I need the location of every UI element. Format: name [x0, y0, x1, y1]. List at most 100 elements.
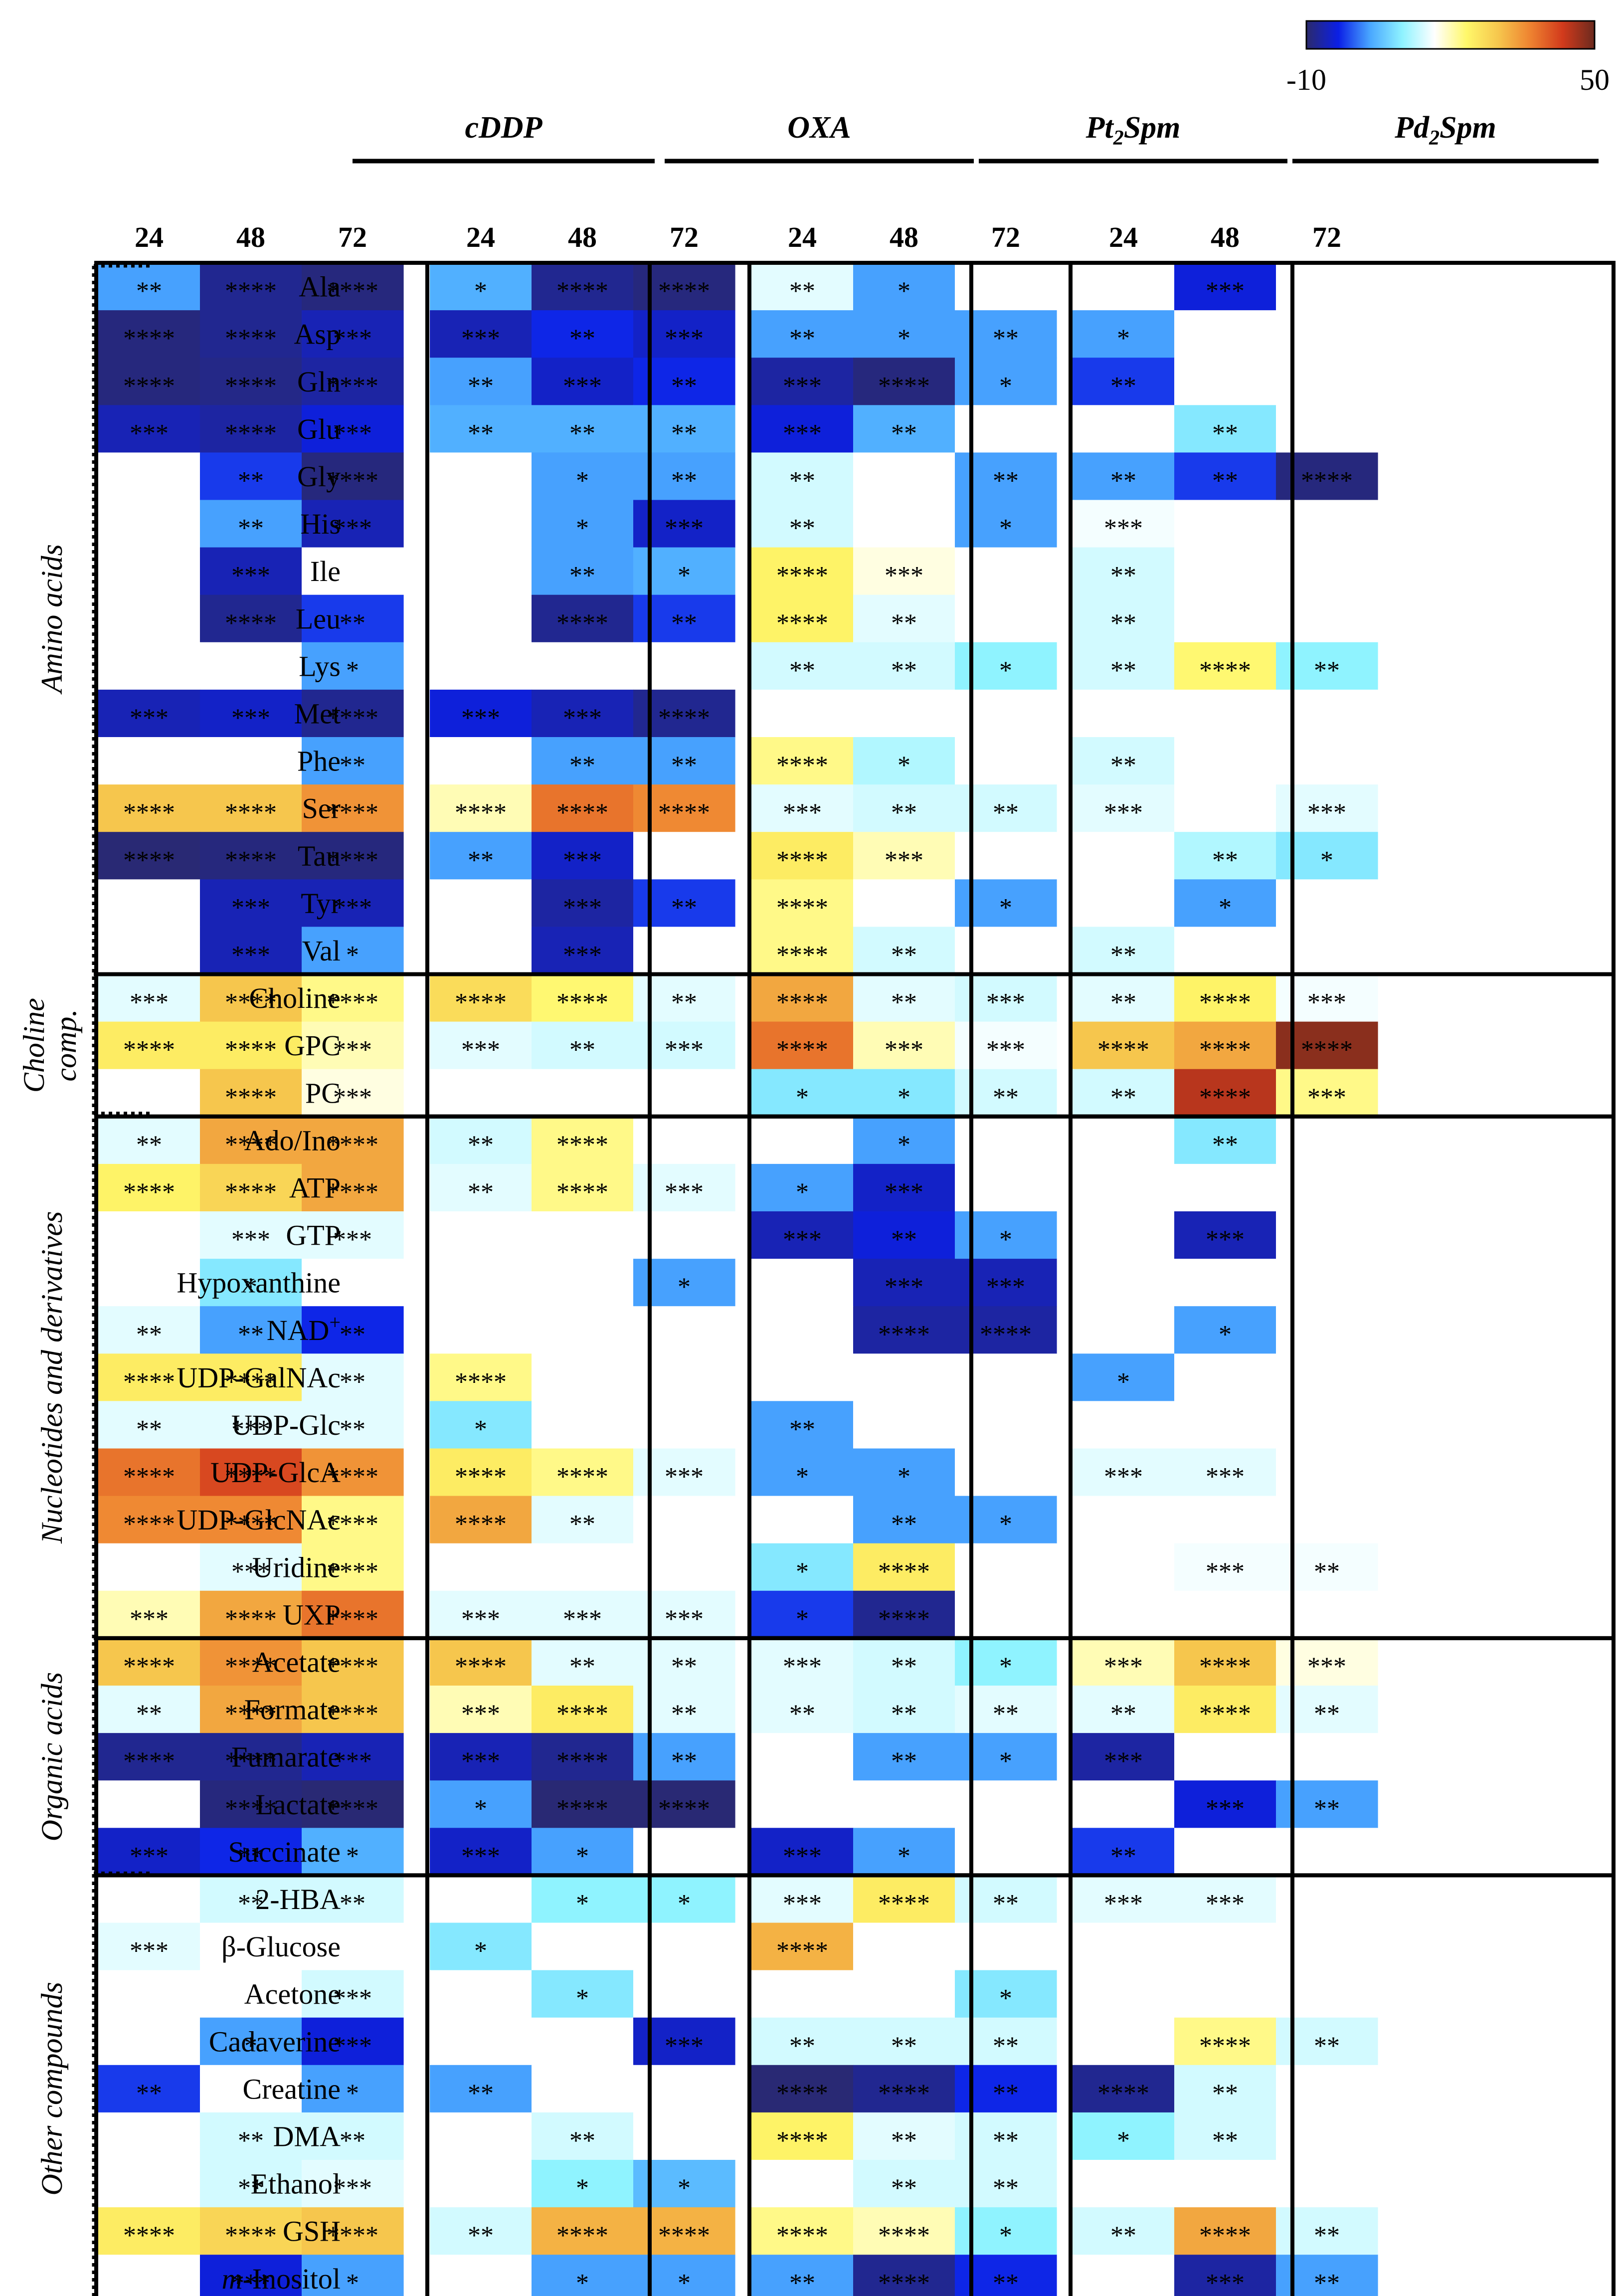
heatmap-cell: [1174, 1259, 1276, 1307]
heatmap-cell: [98, 263, 200, 311]
heatmap-cell: [853, 832, 955, 880]
heatmap-cell: [1174, 358, 1276, 405]
significance-label: **: [1314, 2269, 1340, 2296]
significance-label: *: [898, 325, 910, 353]
significance-label: ****: [776, 609, 828, 637]
group-label: Organic acids: [35, 1672, 68, 1841]
heatmap-cell: [532, 1496, 634, 1544]
significance-label: *: [796, 1083, 809, 1112]
significance-label: ***: [231, 1557, 270, 1586]
colorbar-gradient: [1305, 20, 1596, 50]
heatmap-cell: [1174, 1448, 1276, 1497]
heatmap-cell: [302, 405, 404, 453]
significance-label: ****: [327, 1463, 378, 1491]
significance-label: **: [789, 325, 815, 353]
drug-label-cddp: cDDP: [465, 111, 543, 145]
row-label: UDP-GlcA: [210, 1456, 341, 1489]
heatmap-cell: [98, 1353, 200, 1401]
row-label: Ala: [299, 271, 341, 303]
significance-label: **: [1212, 1131, 1238, 1159]
group-label: Amino acids: [35, 544, 68, 695]
significance-label: ****: [225, 325, 277, 353]
significance-label: **: [1212, 467, 1238, 495]
heatmap-cell: [853, 974, 955, 1022]
heatmap-cell: [532, 358, 634, 405]
row-label: Lys: [299, 650, 341, 682]
row-label: GSH: [283, 2215, 341, 2248]
heatmap-cell: [853, 1590, 955, 1639]
heatmap-cell: [302, 1069, 404, 1117]
heatmap-cell: [1073, 1543, 1175, 1591]
significance-label: ***: [1307, 799, 1346, 827]
heatmap-cell: [751, 1733, 854, 1781]
significance-label: ****: [225, 277, 277, 306]
row-label: Formate: [244, 1694, 341, 1726]
heatmap-cell: [853, 2207, 955, 2255]
timepoint-label: 72: [670, 221, 699, 253]
significance-label: **: [1110, 988, 1136, 1017]
significance-label: *: [576, 467, 589, 495]
heatmap-cell: [1174, 1875, 1276, 1923]
heatmap-cell: [532, 263, 634, 311]
heatmap-cell: [853, 2065, 955, 2113]
heatmap-cell: [853, 2255, 955, 2296]
significance-label: **: [340, 1321, 365, 1349]
significance-label: *: [678, 562, 691, 590]
group-label: Nucleotides and derivatives: [35, 1211, 68, 1544]
heatmap-cell: [853, 689, 955, 738]
heatmap-cell: [1073, 1638, 1175, 1686]
row-label: Ethanol: [251, 2168, 341, 2200]
significance-label: **: [1110, 562, 1136, 590]
heatmap-cell: [1073, 2065, 1175, 2113]
heatmap-cell: [532, 1259, 634, 1307]
heatmap-cell: [1073, 547, 1175, 595]
heatmap-cell: [98, 2065, 200, 2113]
significance-label: ****: [455, 1510, 507, 1538]
significance-label: **: [238, 1890, 264, 1918]
significance-label: **: [468, 419, 494, 448]
heatmap-cell: [853, 2112, 955, 2160]
significance-label: ****: [658, 1795, 710, 1823]
significance-label: *: [796, 1557, 809, 1586]
timepoint-label: 24: [466, 221, 495, 253]
significance-label: ****: [225, 1178, 277, 1206]
significance-label: ****: [123, 1036, 175, 1064]
significance-label: ****: [327, 277, 378, 306]
heatmap-cell: [98, 642, 200, 690]
significance-label: ***: [563, 846, 602, 875]
heatmap-cell: [532, 832, 634, 880]
heatmap-cell: [200, 1401, 302, 1449]
significance-label: ***: [130, 1937, 169, 1965]
heatmap-cell: [98, 452, 200, 501]
heatmap-cell: [302, 1448, 404, 1497]
heatmap-cell: [1073, 1163, 1175, 1212]
heatmap-cell: [430, 1638, 532, 1686]
heatmap-cell: [1174, 2207, 1276, 2255]
significance-label: **: [136, 2079, 162, 2107]
significance-label: ****: [556, 1700, 608, 1728]
significance-label: **: [1314, 1700, 1340, 1728]
significance-label: ****: [123, 1510, 175, 1538]
heatmap-cell: [853, 452, 955, 501]
heatmap-cell: [200, 1828, 302, 1876]
significance-label: **: [1110, 609, 1136, 637]
heatmap-cell: [751, 1970, 854, 2018]
timepoint-label: 72: [991, 221, 1020, 253]
significance-label: ****: [123, 325, 175, 353]
timepoint-label: 48: [236, 221, 265, 253]
significance-label: ***: [130, 704, 169, 732]
significance-label: **: [468, 846, 494, 875]
significance-label: ****: [327, 988, 378, 1017]
significance-label: ****: [1199, 656, 1251, 685]
significance-label: ****: [327, 1652, 378, 1681]
heatmap-cell: [200, 500, 302, 548]
significance-label: ****: [123, 799, 175, 827]
significance-label: *: [898, 752, 910, 780]
heatmap-cell: [302, 1259, 404, 1307]
significance-label: ***: [665, 2032, 704, 2060]
heatmap-cell: [430, 784, 532, 832]
heatmap-cell: [1174, 500, 1276, 548]
heatmap-cell: [751, 1353, 854, 1401]
significance-label: **: [569, 325, 595, 353]
heatmap-cell: [1174, 1780, 1276, 1828]
